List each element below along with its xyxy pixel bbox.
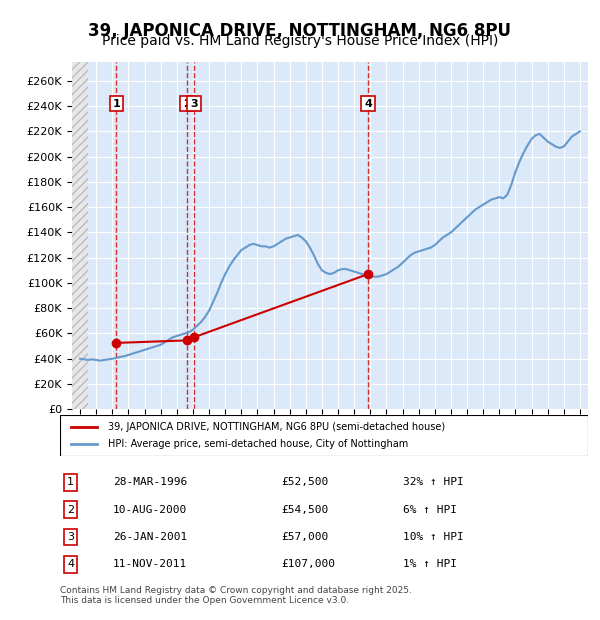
Bar bbox=[72, 62, 88, 409]
Text: 6% ↑ HPI: 6% ↑ HPI bbox=[403, 505, 457, 515]
Text: 4: 4 bbox=[364, 99, 372, 108]
Text: Contains HM Land Registry data © Crown copyright and database right 2025.
This d: Contains HM Land Registry data © Crown c… bbox=[60, 586, 412, 605]
Text: 39, JAPONICA DRIVE, NOTTINGHAM, NG6 8PU: 39, JAPONICA DRIVE, NOTTINGHAM, NG6 8PU bbox=[89, 22, 511, 40]
Text: 4: 4 bbox=[67, 559, 74, 569]
Text: 1: 1 bbox=[67, 477, 74, 487]
Text: 39, JAPONICA DRIVE, NOTTINGHAM, NG6 8PU (semi-detached house): 39, JAPONICA DRIVE, NOTTINGHAM, NG6 8PU … bbox=[107, 422, 445, 432]
Text: 28-MAR-1996: 28-MAR-1996 bbox=[113, 477, 187, 487]
Text: 1: 1 bbox=[112, 99, 120, 108]
Text: £52,500: £52,500 bbox=[282, 477, 329, 487]
Text: HPI: Average price, semi-detached house, City of Nottingham: HPI: Average price, semi-detached house,… bbox=[107, 440, 408, 450]
Text: 2: 2 bbox=[183, 99, 191, 108]
Text: 10% ↑ HPI: 10% ↑ HPI bbox=[403, 532, 464, 542]
Text: 26-JAN-2001: 26-JAN-2001 bbox=[113, 532, 187, 542]
Text: 3: 3 bbox=[190, 99, 198, 108]
Text: 3: 3 bbox=[67, 532, 74, 542]
Text: 2: 2 bbox=[67, 505, 74, 515]
Text: 11-NOV-2011: 11-NOV-2011 bbox=[113, 559, 187, 569]
Text: 10-AUG-2000: 10-AUG-2000 bbox=[113, 505, 187, 515]
Text: 32% ↑ HPI: 32% ↑ HPI bbox=[403, 477, 464, 487]
Text: £107,000: £107,000 bbox=[282, 559, 336, 569]
Text: Price paid vs. HM Land Registry's House Price Index (HPI): Price paid vs. HM Land Registry's House … bbox=[102, 34, 498, 48]
Text: £54,500: £54,500 bbox=[282, 505, 329, 515]
Text: 1% ↑ HPI: 1% ↑ HPI bbox=[403, 559, 457, 569]
FancyBboxPatch shape bbox=[60, 415, 588, 456]
Text: £57,000: £57,000 bbox=[282, 532, 329, 542]
